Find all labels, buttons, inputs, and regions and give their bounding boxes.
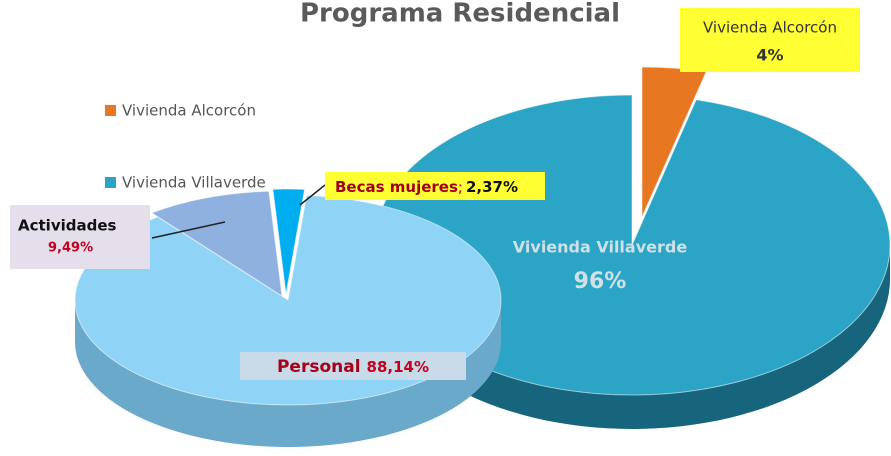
data-label-name: Vivienda Alcorcón — [703, 19, 837, 37]
data-label-name: Personal — [277, 357, 361, 377]
data-label-separator: ; — [458, 178, 463, 196]
legend-label: Vivienda Alcorcón — [122, 102, 256, 120]
pie-side — [75, 300, 501, 447]
labels: Vivienda Alcorcón Vivienda Villaverde Vivi… — [10, 8, 860, 380]
pie-slice — [373, 94, 891, 396]
data-label-value: 9,49% — [48, 241, 93, 256]
data-label: Personal 88,14% — [277, 357, 429, 377]
pie-slice — [272, 188, 306, 295]
label-box — [10, 205, 150, 269]
chart-title: Programa Residencial — [300, 0, 620, 29]
data-label: Becas mujeres; 2,37% — [335, 178, 518, 196]
label-box — [680, 8, 860, 72]
pie-side — [374, 245, 890, 429]
data-label-value: 88,14% — [367, 358, 429, 376]
legend-swatch — [105, 177, 116, 188]
leader-line — [151, 221, 226, 239]
legend-label: Vivienda Villaverde — [122, 174, 266, 192]
data-label: 96% — [574, 269, 627, 294]
legend-swatch — [105, 105, 116, 116]
data-label-name: Vivienda Villaverde — [513, 238, 688, 257]
leader-line — [299, 184, 326, 206]
label-box — [240, 352, 466, 380]
pie-slice — [150, 190, 283, 297]
data-label: 4% — [756, 46, 783, 65]
pies — [74, 66, 891, 447]
label-box — [325, 172, 545, 200]
data-label-name: Actividades — [18, 217, 117, 235]
data-label-value: 2,37% — [466, 178, 518, 196]
data-label-name: Becas mujeres — [335, 178, 458, 196]
